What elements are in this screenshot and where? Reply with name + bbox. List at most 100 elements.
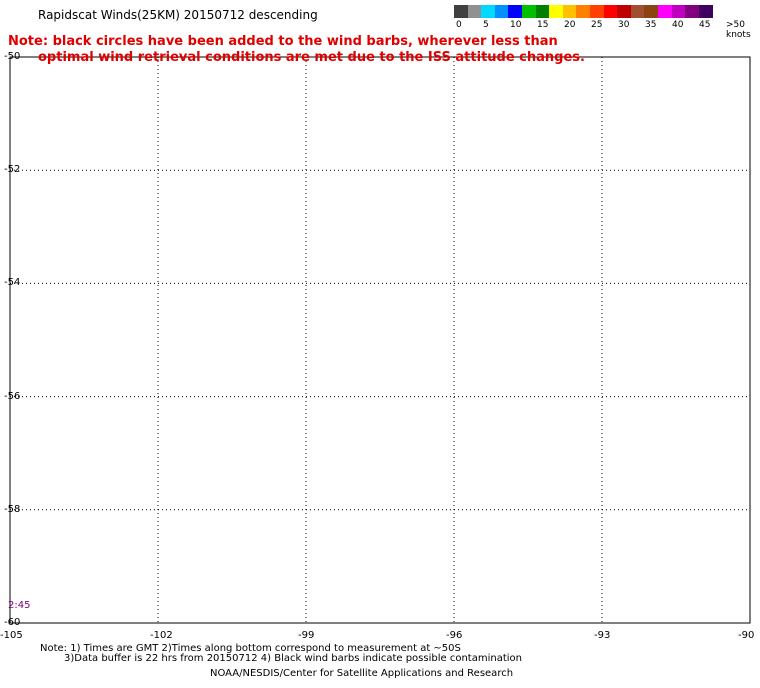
wind-barb — [19, 157, 25, 163]
wind-barb — [715, 179, 721, 185]
wind-barb — [683, 80, 689, 86]
wind-barb — [191, 146, 197, 152]
wind-barb — [19, 245, 25, 251]
lon-tick-label: -96 — [446, 630, 463, 641]
wind-barb — [43, 333, 49, 339]
legend-color-swatch — [535, 5, 550, 18]
wind-barb — [19, 289, 25, 295]
wind-barb — [107, 190, 113, 196]
wind-barb — [679, 69, 685, 75]
wind-barb — [131, 300, 137, 306]
wind-barb — [119, 190, 125, 196]
legend-label: 15 — [537, 20, 549, 30]
wind-barb — [631, 267, 637, 273]
wind-barb — [535, 91, 541, 97]
wind-barb — [559, 69, 565, 75]
wind-barb — [187, 179, 193, 185]
wind-barb — [55, 223, 61, 229]
wind-barb — [659, 80, 665, 86]
wind-barb — [115, 201, 121, 207]
wind-barb — [179, 168, 185, 174]
wind-barb — [595, 179, 601, 185]
wind-barb — [523, 69, 529, 75]
wind-barb — [407, 102, 413, 108]
wind-barb — [79, 91, 85, 97]
wind-barb — [511, 179, 516, 185]
wind-barb — [731, 300, 737, 306]
wind-barb — [559, 267, 565, 273]
wind-barb — [467, 146, 473, 152]
wind-barb — [571, 267, 577, 273]
wind-barb — [23, 300, 29, 306]
wind-barb — [535, 113, 541, 119]
wind-barb — [587, 168, 593, 174]
wind-barb — [667, 201, 673, 207]
wind-barb — [679, 91, 685, 97]
wind-barb — [107, 366, 113, 372]
wind-barb — [659, 234, 665, 240]
wind-barb — [751, 289, 757, 295]
wind-barb — [739, 113, 745, 119]
wind-barb — [139, 311, 145, 317]
wind-barb — [95, 344, 101, 350]
wind-barb — [703, 69, 709, 75]
wind-barb — [703, 267, 709, 273]
wind-barb — [11, 234, 17, 240]
wind-barb — [623, 256, 629, 262]
wind-barb — [47, 80, 53, 86]
wind-barb — [563, 234, 569, 240]
wind-barb — [323, 168, 329, 174]
wind-barb — [179, 102, 185, 108]
wind-barb — [671, 168, 677, 174]
wind-barb — [59, 212, 65, 218]
wind-barb — [355, 91, 361, 97]
wind-barb — [319, 179, 325, 185]
wind-barb — [587, 212, 593, 218]
wind-barb — [475, 91, 481, 97]
wind-barb — [547, 135, 553, 141]
wind-barb — [55, 245, 61, 251]
wind-barb — [215, 80, 221, 86]
wind-barb — [707, 256, 713, 262]
wind-barb — [379, 179, 385, 185]
wind-barb — [475, 245, 481, 251]
wind-barb — [127, 355, 132, 361]
wind-barb — [107, 124, 113, 130]
wind-barb — [719, 234, 725, 240]
wind-barb — [479, 190, 485, 196]
wind-barb — [115, 157, 121, 163]
wind-barb — [247, 113, 253, 119]
wind-barb — [83, 344, 89, 350]
wind-barb — [35, 146, 41, 152]
wind-barb — [643, 223, 649, 229]
wind-barb — [31, 289, 37, 295]
wind-barb — [91, 69, 97, 75]
wind-barb — [115, 333, 121, 339]
wind-barb — [727, 69, 733, 75]
wind-barb — [427, 113, 433, 119]
wind-barb — [619, 267, 625, 273]
wind-barb — [199, 157, 205, 163]
wind-barb — [715, 113, 721, 119]
wind-barb — [611, 168, 617, 174]
wind-barb — [631, 113, 637, 119]
wind-barb — [227, 102, 233, 108]
wind-barb — [407, 212, 413, 218]
wind-barb — [163, 113, 169, 119]
wind-barb — [307, 113, 313, 119]
wind-barb — [143, 256, 149, 262]
wind-barb — [703, 223, 709, 229]
wind-barb — [695, 80, 701, 86]
wind-barb — [95, 146, 101, 152]
wind-barb — [23, 190, 29, 196]
wind-barb — [731, 80, 737, 86]
wind-barb — [199, 135, 205, 141]
wind-barb — [187, 135, 193, 141]
wind-barb — [743, 300, 749, 306]
wind-barb — [371, 102, 377, 108]
wind-barb — [91, 223, 97, 229]
lat-tick-label: -56 — [4, 390, 21, 402]
wind-barb — [139, 289, 145, 295]
wind-barb — [527, 212, 533, 218]
wind-barb — [523, 223, 529, 229]
